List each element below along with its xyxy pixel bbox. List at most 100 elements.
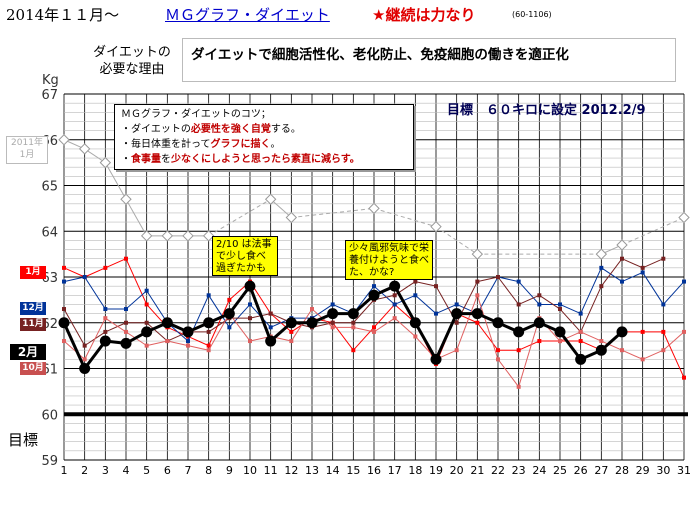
data-point <box>575 354 586 365</box>
data-point <box>203 317 214 328</box>
data-point <box>162 317 173 328</box>
series-line-segment <box>581 268 602 314</box>
data-point <box>496 357 500 361</box>
data-point <box>513 326 524 337</box>
series-line-segment <box>663 332 684 378</box>
data-point <box>121 338 132 349</box>
series-line-segment <box>64 268 85 277</box>
series-line-segment <box>581 332 602 341</box>
series-line-segment <box>64 323 85 369</box>
x-tick-label: 17 <box>388 464 402 477</box>
data-point <box>145 289 149 293</box>
data-point <box>661 302 665 306</box>
data-point <box>617 326 628 337</box>
series-line-segment <box>519 295 540 304</box>
data-point <box>661 348 665 352</box>
data-point <box>165 339 169 343</box>
x-tick-label: 22 <box>491 464 505 477</box>
data-point <box>599 339 603 343</box>
data-point <box>393 293 397 297</box>
series-line-segment <box>601 259 622 286</box>
data-point <box>579 312 583 316</box>
data-point <box>389 281 400 292</box>
series-line-segment <box>643 259 664 268</box>
data-point <box>641 266 645 270</box>
data-point <box>620 257 624 261</box>
data-point <box>227 298 231 302</box>
x-tick-label: 30 <box>656 464 670 477</box>
data-point <box>100 158 110 168</box>
data-point <box>451 308 462 319</box>
data-point <box>579 339 583 343</box>
series-line-segment <box>643 350 664 359</box>
data-point <box>534 317 545 328</box>
data-point <box>641 330 645 334</box>
data-point <box>455 321 459 325</box>
data-point <box>620 280 624 284</box>
data-point <box>59 317 70 328</box>
x-tick-label: 8 <box>205 464 212 477</box>
y-tick-label: 67 <box>41 88 58 103</box>
data-point <box>351 325 355 329</box>
data-point <box>142 231 152 241</box>
series-line-segment <box>519 282 540 305</box>
tips-line-3: ・食事量を少なくにしようと思ったら素直に減らす。 <box>121 152 407 167</box>
data-point <box>372 330 376 334</box>
data-point <box>310 307 314 311</box>
data-point <box>537 302 541 306</box>
series-line-segment <box>126 259 147 305</box>
data-point <box>331 302 335 306</box>
y-tick-label: 60 <box>41 408 58 423</box>
x-tick-label: 23 <box>512 464 526 477</box>
y-tick-label: 64 <box>41 225 58 240</box>
data-point <box>83 357 87 361</box>
series-line-segment <box>105 323 126 332</box>
y-tick-label: 59 <box>41 454 58 469</box>
data-point <box>269 325 273 329</box>
data-point <box>431 354 442 365</box>
data-point <box>351 348 355 352</box>
data-point <box>537 293 541 297</box>
series-line-segment <box>147 341 168 346</box>
series-line-segment <box>477 277 498 282</box>
data-point <box>62 339 66 343</box>
y-tick-label: 65 <box>41 180 58 195</box>
data-point <box>186 344 190 348</box>
data-point <box>679 213 689 223</box>
data-point <box>393 302 397 306</box>
tips-box: ＭＧグラフ・ダイエットのコツ； ・ダイエットの必要性を強く自覚する。 ・毎日体重… <box>114 104 414 170</box>
data-point <box>617 240 627 250</box>
data-point <box>351 321 355 325</box>
x-tick-label: 28 <box>615 464 629 477</box>
data-point <box>517 385 521 389</box>
data-point <box>62 280 66 284</box>
legend-tag-feb: 2月 <box>10 344 46 360</box>
goal-label: 目標 <box>8 429 38 450</box>
series-line-segment <box>167 341 188 346</box>
data-point <box>62 266 66 270</box>
data-point <box>103 330 107 334</box>
data-point <box>434 312 438 316</box>
data-point <box>207 348 211 352</box>
data-point <box>641 357 645 361</box>
data-point <box>245 281 256 292</box>
data-point <box>641 270 645 274</box>
annotation-note-1: 2/10 は法事で少し食べ過ぎたかも <box>212 236 278 276</box>
x-tick-label: 19 <box>429 464 443 477</box>
x-tick-label: 20 <box>450 464 464 477</box>
data-point <box>207 293 211 297</box>
data-point <box>493 317 504 328</box>
legend-tag-jan: 1月 <box>20 266 46 279</box>
data-point <box>661 330 665 334</box>
data-point <box>475 280 479 284</box>
data-point <box>183 231 193 241</box>
annotation-note-2: 少々風邪気味で栄養付けようと食べた、かな? <box>345 240 433 280</box>
data-point <box>558 339 562 343</box>
data-point <box>599 266 603 270</box>
data-point <box>393 316 397 320</box>
data-point <box>59 135 69 145</box>
data-point <box>661 257 665 261</box>
data-point <box>517 302 521 306</box>
x-tick-label: 21 <box>470 464 484 477</box>
x-tick-label: 2 <box>81 464 88 477</box>
